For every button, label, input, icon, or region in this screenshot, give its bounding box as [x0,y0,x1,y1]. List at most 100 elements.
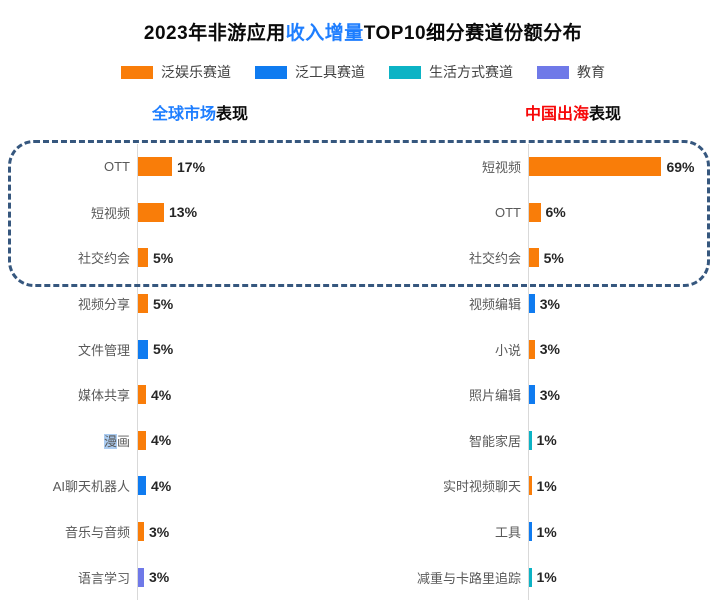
chart-row: 短视频 13% [0,189,363,236]
value-label: 5% [153,295,174,312]
category-label: OTT [104,159,130,175]
section-header-global: 全球市场表现 [152,100,248,124]
category-label: 照片编辑 [468,388,521,404]
category-label: 短视频 [90,205,130,221]
value-label: 1% [536,432,557,449]
section-header-china-rest: 表现 [589,106,622,123]
value-label: 13% [169,204,198,221]
bar-entertainment [529,248,539,268]
value-label: 17% [177,158,206,175]
plot-area: 4% [137,463,363,509]
chart-row: 视频编辑 3% [363,280,726,327]
chart-row: 小说 3% [363,326,726,372]
plot-area: 1% [528,508,726,555]
legend-swatch-icon [121,65,153,79]
bar-entertainment [138,157,172,177]
bar-lifestyle [529,430,532,450]
legend-label: 泛工具赛道 [295,64,365,80]
plot-area: 1% [528,554,726,600]
value-label: 4% [151,386,172,403]
chart-row: 智能家居 1% [363,417,726,464]
value-label: 3% [149,523,170,540]
title-prefix: 2023年非游应用 [143,23,286,44]
legend-swatch-icon [389,65,421,79]
value-label: 3% [539,295,560,312]
chart-row: AI聊天机器人 4% [0,463,363,509]
category-label: 文件管理 [77,342,130,358]
plot-area: 5% [137,280,363,327]
value-label: 6% [545,204,566,221]
category-label: 工具 [494,525,521,541]
bar-tools [529,522,532,542]
category-label: 短视频 [481,160,521,176]
bar-entertainment [138,522,144,542]
plot-area: 4% [137,417,363,464]
bar-tools [138,476,146,496]
section-header-china: 中国出海表现 [525,100,621,124]
bar-education [138,567,144,587]
bar-tools [529,294,535,314]
value-label: 5% [153,341,174,358]
category-label: OTT [495,204,521,220]
chart-row: 实时视频聊天 1% [363,463,726,509]
bar-tools [529,385,535,405]
legend-label: 教育 [577,64,605,80]
chart-row: 照片编辑 3% [363,371,726,418]
category-label: 智能家居 [468,433,521,449]
legend-item-entertainment: 泛娱乐赛道 [121,62,231,82]
chart-row: 音乐与音频 3% [0,508,363,555]
bar-entertainment [138,385,146,405]
plot-area: 69% [528,144,726,190]
chart-global-market: OTT 17% 短视频 13% 社交约会 5% 视频分享 5% 文件管理 5% 媒体共享 4% 漫画 4%… [0,144,363,600]
selected-text: 漫 [103,433,117,449]
chart-row: 社交约会 5% [0,235,363,281]
category-label: 小说 [494,342,521,358]
chart-row: 文件管理 5% [0,326,363,372]
value-label: 3% [539,386,560,403]
legend-label: 生活方式赛道 [429,64,513,80]
value-label: 3% [149,569,170,586]
section-header-global-rest: 表现 [216,106,249,123]
page-title: 2023年非游应用收入增量TOP10细分赛道份额分布 [0,18,726,45]
title-highlight: 收入增量 [285,23,364,44]
plot-area: 6% [528,189,726,236]
bar-entertainment [529,157,662,177]
legend-item-lifestyle: 生活方式赛道 [389,62,513,82]
category-label: 社交约会 [77,251,130,267]
value-label: 1% [536,523,557,540]
value-label: 4% [151,432,172,449]
value-label: 4% [151,477,172,494]
chart-row: 社交约会 5% [363,235,726,281]
category-label: AI聊天机器人 [52,479,130,495]
bar-entertainment [138,248,148,268]
value-label: 3% [539,341,560,358]
bar-entertainment [138,430,146,450]
category-label: 媒体共享 [77,388,130,404]
bar-entertainment [138,202,164,222]
plot-area: 13% [137,189,363,236]
chart-china-overseas: 短视频 69% OTT 6% 社交约会 5% 视频编辑 3% 小说 3% 照片编辑 3% 智能家居 1% 实… [363,144,726,600]
chart-row: 短视频 69% [363,144,726,190]
plot-area: 1% [528,463,726,509]
plot-area: 4% [137,371,363,418]
legend-item-education: 教育 [537,62,605,82]
plot-area: 5% [137,235,363,281]
legend-item-tools: 泛工具赛道 [255,62,365,82]
chart-row: 视频分享 5% [0,280,363,327]
plot-area: 3% [528,280,726,327]
chart-row: 语言学习 3% [0,554,363,600]
category-label: 实时视频聊天 [442,479,521,495]
category-label: 语言学习 [77,570,130,586]
bar-entertainment [138,294,148,314]
legend-swatch-icon [255,65,287,79]
category-label: 视频编辑 [468,297,521,313]
chart-row: OTT 6% [363,189,726,236]
category-label: 社交约会 [468,251,521,267]
chart-row: OTT 17% [0,144,363,190]
title-suffix: TOP10细分赛道份额分布 [363,23,583,44]
plot-area: 1% [528,417,726,464]
value-label: 5% [153,249,174,266]
chart-row: 媒体共享 4% [0,371,363,418]
category-label: 音乐与音频 [64,525,130,541]
